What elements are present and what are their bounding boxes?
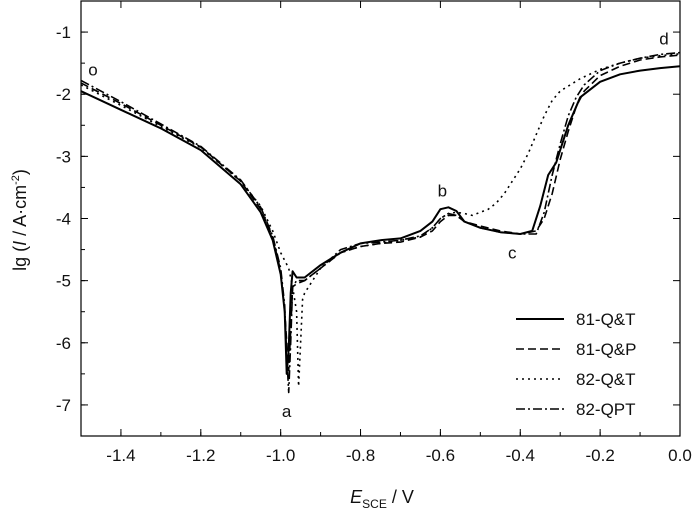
y-axis-label-suffix: ) bbox=[10, 169, 30, 175]
y-tick-label: -7 bbox=[56, 396, 71, 415]
x-axis-label-unit: / V bbox=[387, 487, 414, 507]
legend-label-0: 81-Q&T bbox=[576, 310, 636, 329]
x-axis-label-sub: SCE bbox=[362, 497, 387, 511]
x-tick-label: -1.2 bbox=[186, 446, 215, 465]
legend: 81-Q&T 81-Q&P 82-Q&T 82-QPT bbox=[516, 310, 636, 419]
y-axis-label-unit: / A·cm bbox=[10, 185, 30, 241]
legend-label-2: 82-Q&T bbox=[576, 370, 636, 389]
y-tick-label: -6 bbox=[56, 334, 71, 353]
annotation-d: d bbox=[659, 29, 668, 48]
annotation-b: b bbox=[438, 182, 447, 201]
y-axis-label-prefix: lg ( bbox=[10, 246, 30, 271]
y-axis-label-italic: I bbox=[10, 241, 30, 246]
legend-label-1: 81-Q&P bbox=[576, 340, 636, 359]
y-tick-label: -3 bbox=[56, 147, 71, 166]
y-tick-label: -1 bbox=[56, 23, 71, 42]
x-axis-label-main: E bbox=[350, 487, 363, 507]
series-line-2 bbox=[81, 53, 680, 388]
x-tick-label: -1.4 bbox=[106, 446, 135, 465]
y-axis-label: lg (I / A·cm-2) bbox=[10, 169, 30, 271]
y-tick-label: -5 bbox=[56, 272, 71, 291]
x-tick-label: -0.6 bbox=[426, 446, 455, 465]
series-layer bbox=[81, 51, 680, 394]
series-line-3 bbox=[81, 51, 680, 394]
annotation-c: c bbox=[508, 244, 517, 263]
x-tick-label: -0.4 bbox=[506, 446, 535, 465]
y-tick-label: -4 bbox=[56, 210, 71, 229]
annotation-layer: o a b c d bbox=[88, 29, 669, 421]
annotation-a: a bbox=[282, 402, 292, 421]
x-axis-label: ESCE / V bbox=[350, 487, 414, 511]
x-tick-label: -1.0 bbox=[266, 446, 295, 465]
x-tick-label: -0.2 bbox=[585, 446, 614, 465]
x-tick-label: -0.8 bbox=[346, 446, 375, 465]
y-axis-label-sup: -2 bbox=[10, 175, 22, 185]
legend-label-3: 82-QPT bbox=[576, 400, 636, 419]
axis-ticks: -1.4 -1.2 -1.0 -0.8 -0.6 -0.4 -0.2 0.0 -1 -2 -3 -4 -… bbox=[56, 1, 692, 465]
y-tick-label: -2 bbox=[56, 85, 71, 104]
annotation-o: o bbox=[88, 60, 97, 79]
x-tick-label: 0.0 bbox=[668, 446, 692, 465]
